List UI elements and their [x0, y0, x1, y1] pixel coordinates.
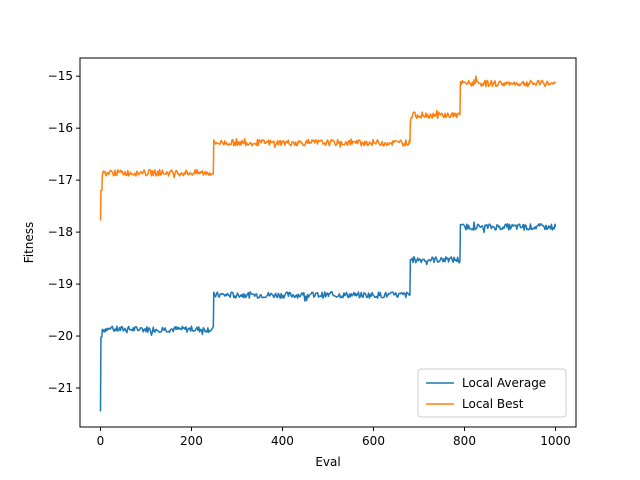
y-tick-label: −16: [48, 121, 73, 135]
x-axis: 0 200 400 600 800 1000: [97, 427, 571, 448]
y-tick-label: −20: [48, 329, 73, 343]
x-axis-label: Eval: [315, 455, 340, 469]
x-tick-label: 0: [97, 434, 105, 448]
series-layer: [99, 75, 557, 412]
y-tick-label: −21: [48, 381, 73, 395]
y-axis: −21 −20 −19 −18 −17 −16 −15: [48, 69, 80, 395]
y-tick-label: −17: [48, 173, 73, 187]
series-line-2: [99, 75, 557, 221]
x-tick-label: 600: [362, 434, 385, 448]
plot-frame: [79, 57, 577, 428]
x-tick-label: 1000: [540, 434, 571, 448]
y-tick-label: −18: [48, 225, 73, 239]
y-tick-label: −19: [48, 277, 73, 291]
legend: Local Average Local Best: [417, 368, 567, 418]
legend-label-1: Local Average: [462, 376, 546, 390]
series-line-1: [99, 221, 557, 412]
y-axis-label: Fitness: [22, 222, 36, 264]
x-tick-label: 400: [271, 434, 294, 448]
x-tick-label: 200: [180, 434, 203, 448]
y-tick-label: −15: [48, 69, 73, 83]
legend-box: [417, 368, 567, 418]
x-tick-label: 800: [453, 434, 476, 448]
legend-label-2: Local Best: [462, 397, 524, 411]
